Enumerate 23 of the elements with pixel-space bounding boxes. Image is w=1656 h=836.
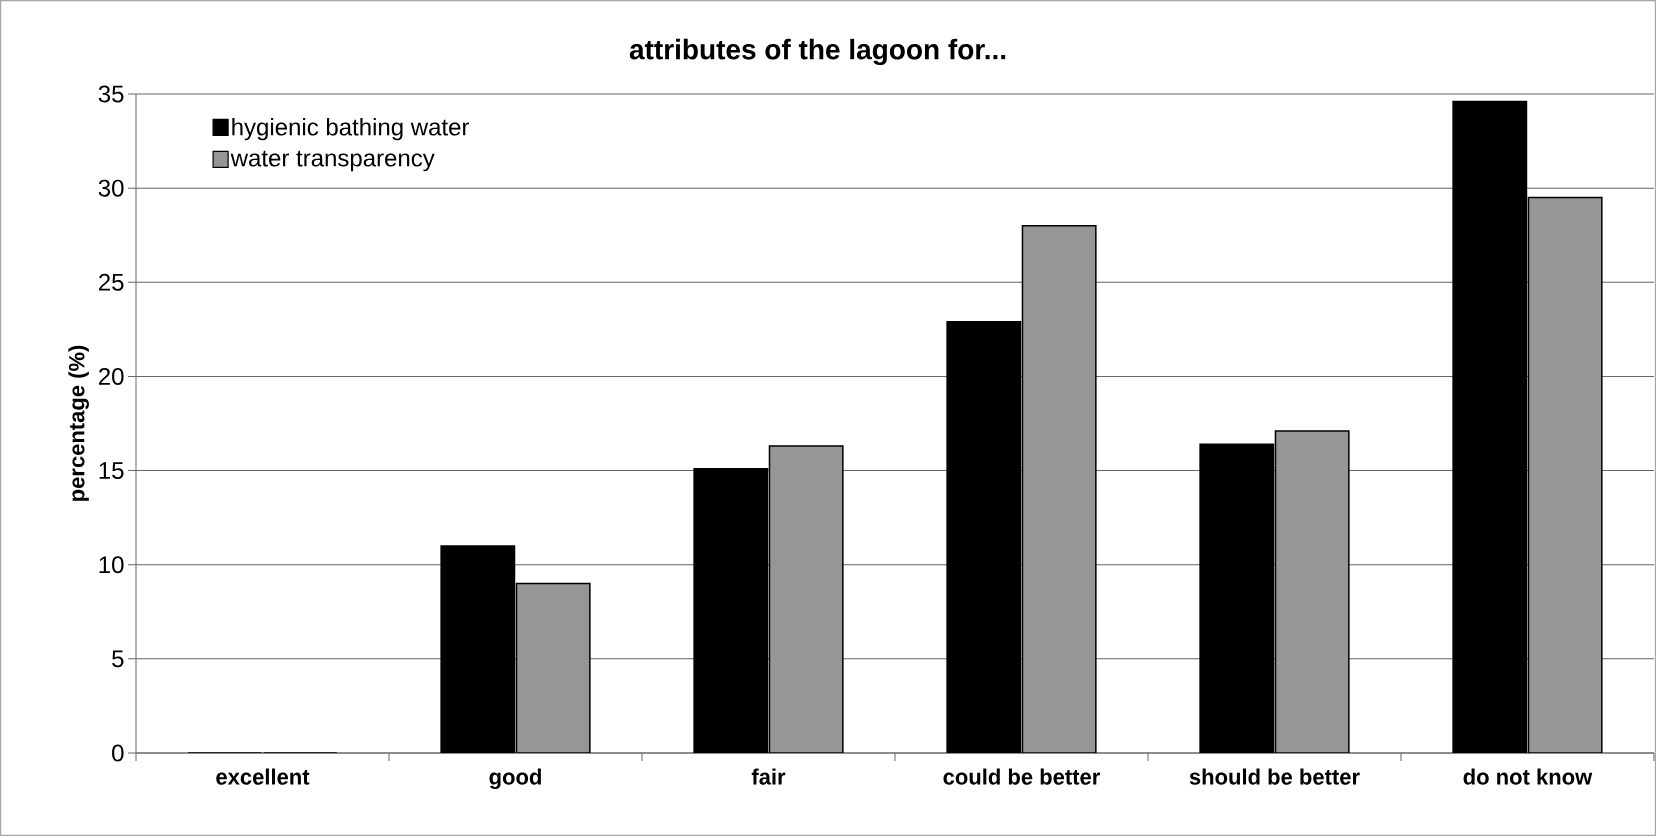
bar bbox=[1274, 430, 1350, 753]
x-tick-label: should be better bbox=[1189, 768, 1360, 785]
bar bbox=[515, 582, 591, 753]
y-axis-title: percentage (%) bbox=[68, 345, 89, 501]
legend-label: water transparency bbox=[230, 150, 435, 172]
y-tick-label: 25 bbox=[98, 273, 124, 291]
chart-title: attributes of the lagoon for... bbox=[629, 38, 1006, 66]
bar bbox=[1527, 196, 1603, 753]
bar bbox=[768, 445, 844, 753]
x-tick-label: fair bbox=[751, 768, 786, 785]
bar bbox=[1021, 225, 1097, 753]
y-tick-label: 30 bbox=[98, 179, 124, 197]
y-tick-label: 15 bbox=[99, 462, 124, 479]
y-tick-label: 0 bbox=[112, 744, 124, 762]
legend-label: hygienic bathing water bbox=[232, 117, 470, 141]
x-tick-label: do not know bbox=[1463, 768, 1593, 785]
x-tick-label: good bbox=[489, 768, 541, 790]
y-tick-label: 20 bbox=[98, 367, 124, 385]
y-tick-label: 10 bbox=[99, 556, 124, 574]
y-tick-label: 5 bbox=[112, 650, 124, 668]
y-tick-label: 35 bbox=[98, 85, 124, 103]
x-tick-label: excellent bbox=[216, 768, 310, 785]
x-tick-label: could be better bbox=[943, 768, 1100, 785]
